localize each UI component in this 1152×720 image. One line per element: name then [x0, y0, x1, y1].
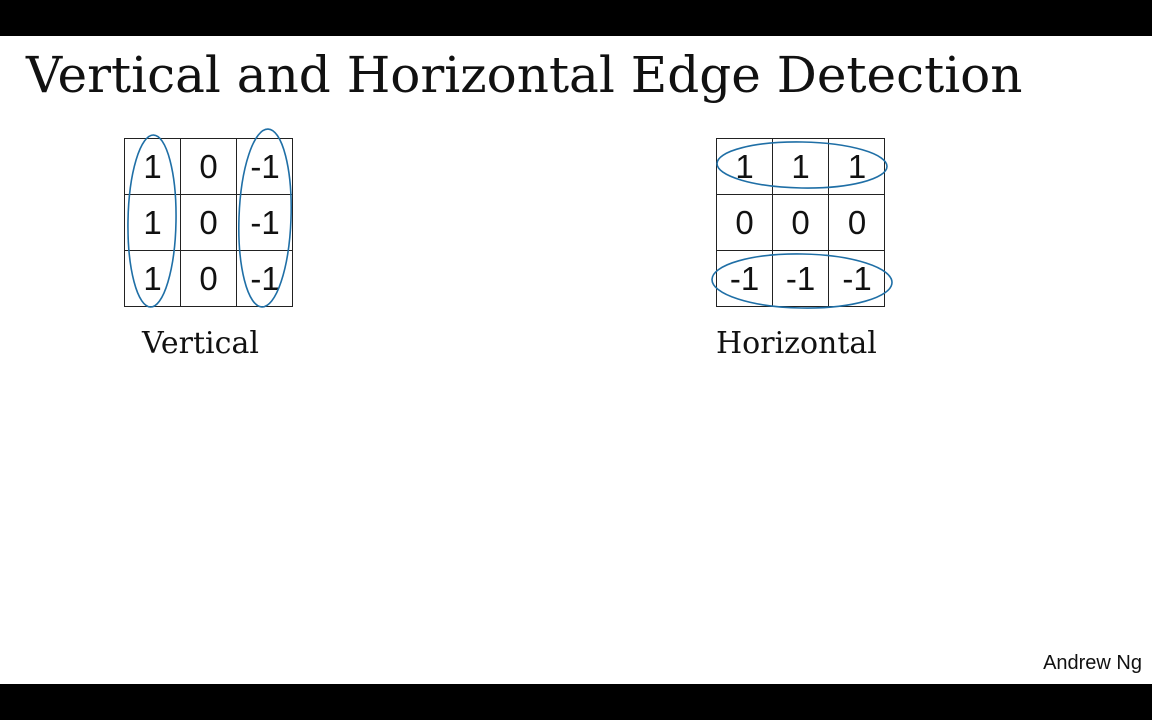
- matrix-cell: -1: [237, 139, 293, 195]
- matrix-cell: 0: [181, 139, 237, 195]
- slide-title: Vertical and Horizontal Edge Detection: [26, 46, 1023, 104]
- matrix-cell: 1: [125, 139, 181, 195]
- matrix-cell: -1: [773, 251, 829, 307]
- matrix-cell: 1: [773, 139, 829, 195]
- matrix-cell: -1: [842, 260, 872, 297]
- matrix-cell: 1: [717, 139, 773, 195]
- matrix-cell: 0: [717, 195, 773, 251]
- matrix-cell: 1: [829, 139, 885, 195]
- matrix-cell: 0: [829, 195, 885, 251]
- matrix-cell: -1: [717, 251, 773, 307]
- horizontal-caption: Horizontal: [716, 326, 877, 361]
- matrix-cell: 0: [181, 251, 237, 307]
- vertical-caption: Vertical: [142, 326, 259, 361]
- horizontal-filter-matrix: 1 1 1 0 0 0 -1 -1 -1: [716, 138, 885, 307]
- matrix-cell: 0: [773, 195, 829, 251]
- matrix-cell: 0: [181, 195, 237, 251]
- matrix-cell: -1: [250, 260, 280, 297]
- matrix-cell: -1: [237, 195, 293, 251]
- lecture-slide: Vertical and Horizontal Edge Detection 1…: [0, 36, 1152, 684]
- matrix-cell: 1: [125, 251, 181, 307]
- author-credit: Andrew Ng: [1043, 652, 1142, 674]
- vertical-filter-matrix: 1 0 -1 1 0 -1 1 0 -1: [124, 138, 293, 307]
- matrix-cell: 1: [125, 195, 181, 251]
